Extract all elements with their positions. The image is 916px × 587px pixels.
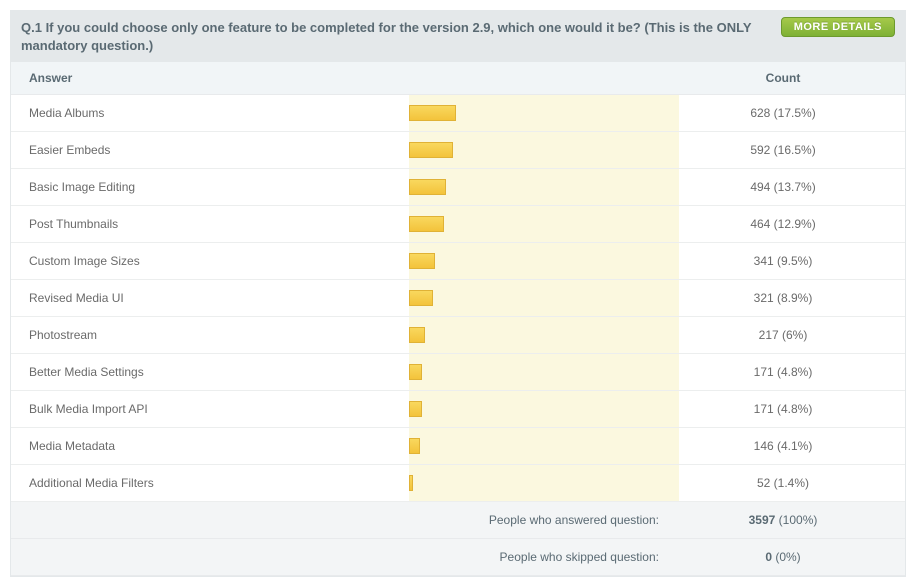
footer-answered: People who answered question: 3597 (100%…: [11, 502, 905, 539]
count-value: 628 (17.5%): [679, 106, 887, 120]
bar-cell: [409, 317, 679, 353]
footer-skipped-count: 0: [765, 550, 772, 564]
footer-answered-pct: (100%): [779, 513, 818, 527]
bar-fill: [409, 253, 435, 269]
count-value: 171 (4.8%): [679, 402, 887, 416]
bar-fill: [409, 401, 422, 417]
footer-skipped-pct: (0%): [775, 550, 800, 564]
table-row: Media Metadata 146 (4.1%): [11, 428, 905, 465]
bar-cell: [409, 465, 679, 501]
count-value: 171 (4.8%): [679, 365, 887, 379]
more-details-button[interactable]: MORE DETAILS: [781, 17, 895, 37]
question-title: Q.1 If you could choose only one feature…: [21, 19, 895, 54]
table-row: Post Thumbnails 464 (12.9%): [11, 206, 905, 243]
bar-cell: [409, 391, 679, 427]
bar-cell: [409, 354, 679, 390]
answer-label: Media Metadata: [29, 439, 409, 453]
bar-cell: [409, 243, 679, 279]
count-value: 321 (8.9%): [679, 291, 887, 305]
count-value: 592 (16.5%): [679, 143, 887, 157]
bar-cell: [409, 132, 679, 168]
answer-label: Bulk Media Import API: [29, 402, 409, 416]
col-header-count: Count: [679, 71, 887, 85]
count-value: 146 (4.1%): [679, 439, 887, 453]
answer-label: Additional Media Filters: [29, 476, 409, 490]
bar-cell: [409, 169, 679, 205]
count-value: 494 (13.7%): [679, 180, 887, 194]
bar-cell: [409, 428, 679, 464]
bar-cell: [409, 280, 679, 316]
answer-label: Revised Media UI: [29, 291, 409, 305]
table-row: Photostream 217 (6%): [11, 317, 905, 354]
question-header: Q.1 If you could choose only one feature…: [11, 11, 905, 62]
table-row: Easier Embeds 592 (16.5%): [11, 132, 905, 169]
bar-cell: [409, 206, 679, 242]
answer-label: Easier Embeds: [29, 143, 409, 157]
answer-label: Media Albums: [29, 106, 409, 120]
table-row: Media Albums 628 (17.5%): [11, 95, 905, 132]
count-value: 52 (1.4%): [679, 476, 887, 490]
answer-label: Photostream: [29, 328, 409, 342]
table-row: Revised Media UI 321 (8.9%): [11, 280, 905, 317]
table-row: Bulk Media Import API 171 (4.8%): [11, 391, 905, 428]
col-header-answer: Answer: [29, 71, 409, 85]
answer-label: Custom Image Sizes: [29, 254, 409, 268]
bar-fill: [409, 438, 420, 454]
bar-fill: [409, 327, 425, 343]
answer-label: Better Media Settings: [29, 365, 409, 379]
bar-fill: [409, 179, 446, 195]
col-header-bar: [409, 71, 679, 85]
footer-answered-label: People who answered question:: [29, 513, 679, 527]
bar-fill: [409, 364, 422, 380]
answer-label: Basic Image Editing: [29, 180, 409, 194]
bar-fill: [409, 142, 453, 158]
bar-cell: [409, 95, 679, 131]
table-row: Additional Media Filters 52 (1.4%): [11, 465, 905, 502]
footer-skipped-value: 0 (0%): [679, 550, 887, 564]
survey-question-panel: Q.1 If you could choose only one feature…: [10, 10, 906, 577]
footer-answered-value: 3597 (100%): [679, 513, 887, 527]
table-row: Better Media Settings 171 (4.8%): [11, 354, 905, 391]
count-value: 341 (9.5%): [679, 254, 887, 268]
footer-skipped-label: People who skipped question:: [29, 550, 679, 564]
count-value: 464 (12.9%): [679, 217, 887, 231]
bar-fill: [409, 216, 444, 232]
bar-fill: [409, 475, 413, 491]
count-value: 217 (6%): [679, 328, 887, 342]
table-header: Answer Count: [11, 62, 905, 95]
footer-skipped: People who skipped question: 0 (0%): [11, 539, 905, 576]
bar-fill: [409, 105, 456, 121]
table-row: Custom Image Sizes 341 (9.5%): [11, 243, 905, 280]
rows-container: Media Albums 628 (17.5%) Easier Embeds 592 …: [11, 95, 905, 502]
answer-label: Post Thumbnails: [29, 217, 409, 231]
bar-fill: [409, 290, 433, 306]
table-row: Basic Image Editing 494 (13.7%): [11, 169, 905, 206]
footer-answered-count: 3597: [749, 513, 776, 527]
